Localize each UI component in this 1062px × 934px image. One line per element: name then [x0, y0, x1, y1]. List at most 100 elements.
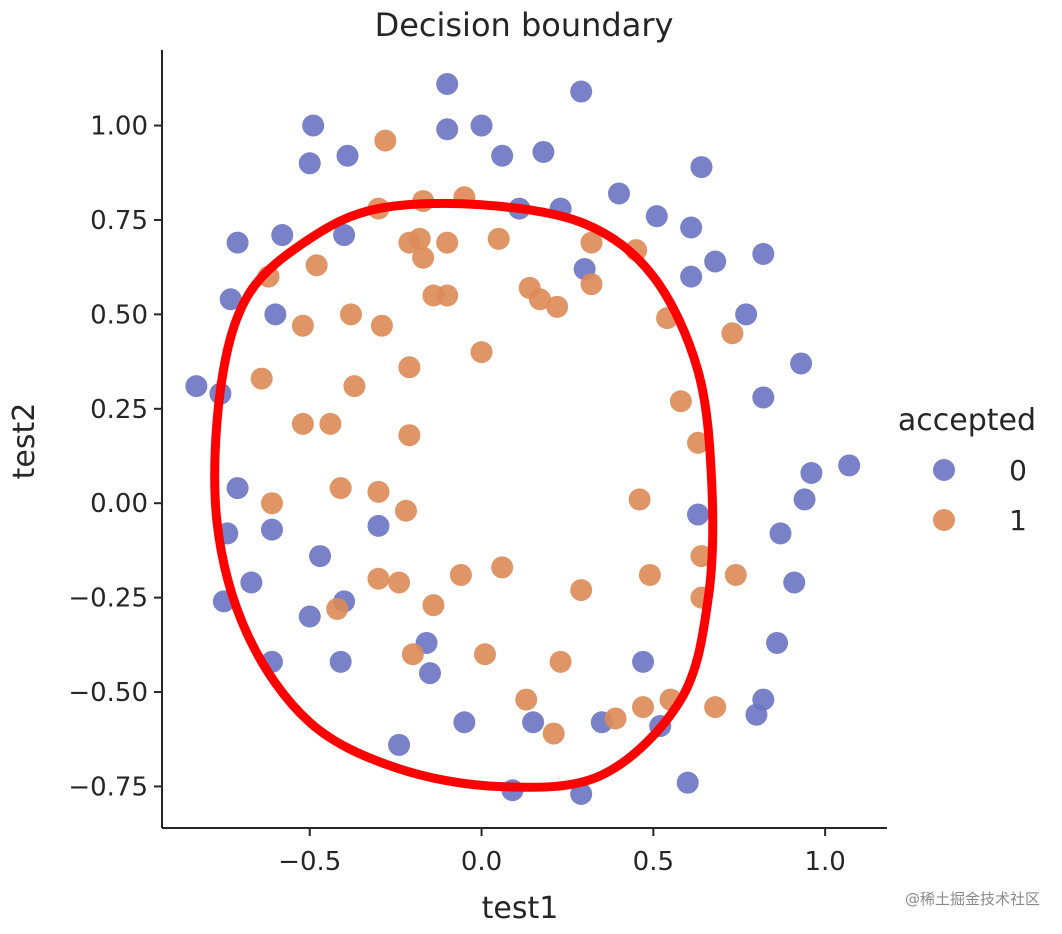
scatter-point-class-0 [333, 224, 356, 247]
scatter-point-class-1 [669, 390, 692, 413]
scatter-point-class-0 [298, 605, 321, 628]
scatter-point-class-0 [838, 454, 861, 477]
scatter-point-class-0 [260, 518, 283, 541]
scatter-point-class-1 [398, 356, 421, 379]
scatter-point-class-0 [632, 650, 655, 673]
scatter-point-class-1 [604, 707, 627, 730]
scatter-point-class-0 [645, 205, 668, 228]
scatter-point-class-0 [790, 352, 813, 375]
scatter-point-class-0 [491, 144, 514, 167]
x-tick-label: 0.0 [461, 847, 502, 877]
scatter-point-class-0 [704, 250, 727, 273]
scatter-point-class-1 [291, 314, 314, 337]
scatter-point-class-1 [367, 480, 390, 503]
scatter-point-class-0 [680, 265, 703, 288]
y-tick-label: 1.00 [90, 112, 148, 142]
scatter-point-class-1 [580, 231, 603, 254]
scatter-point-class-0 [264, 303, 287, 326]
scatter-point-class-1 [412, 246, 435, 269]
legend-title: accepted [898, 403, 1036, 438]
scatter-point-class-1 [260, 492, 283, 515]
scatter-point-class-0 [676, 771, 699, 794]
scatter-point-class-0 [367, 514, 390, 537]
scatter-point-class-1 [436, 284, 459, 307]
scatter-point-class-1 [638, 563, 661, 586]
scatter-point-class-1 [250, 367, 273, 390]
scatter-point-class-1 [449, 563, 472, 586]
x-tick-label: 1.0 [804, 847, 845, 877]
legend-label-0: 0 [1009, 454, 1027, 487]
scatter-point-class-1 [436, 231, 459, 254]
scatter-point-class-1 [546, 295, 569, 318]
scatter-point-class-0 [185, 375, 208, 398]
legend-marker-0 [933, 459, 955, 481]
scatter-point-class-0 [752, 386, 775, 409]
scatter-point-class-0 [752, 242, 775, 265]
scatter-point-class-1 [394, 499, 417, 522]
scatter-point-class-1 [343, 375, 366, 398]
scatter-point-class-1 [724, 563, 747, 586]
scatter-point-class-0 [532, 140, 555, 163]
scatter-point-class-0 [226, 231, 249, 254]
scatter-point-class-1 [408, 227, 431, 250]
y-axis-title: test2 [7, 403, 42, 480]
scatter-point-class-0 [570, 783, 593, 806]
y-tick-label: 0.50 [90, 300, 148, 330]
scatter-point-class-0 [607, 182, 630, 205]
scatter-point-class-0 [570, 80, 593, 103]
x-tick-label: 0.5 [633, 847, 674, 877]
scatter-point-class-0 [735, 303, 758, 326]
legend-items: 01 [933, 454, 1027, 537]
scatter-point-class-0 [336, 144, 359, 167]
scatter-point-class-1 [388, 571, 411, 594]
scatter-point-class-1 [542, 722, 565, 745]
scatter-point-class-1 [326, 597, 349, 620]
scatter-point-class-1 [470, 341, 493, 364]
scatter-point-class-1 [401, 643, 424, 666]
scatter-point-class-0 [419, 662, 442, 685]
scatter-point-class-0 [240, 571, 263, 594]
y-tick-label: −0.25 [68, 584, 148, 614]
scatter-point-class-1 [319, 412, 342, 435]
scatter-point-class-0 [226, 477, 249, 500]
scatter-point-class-0 [388, 733, 411, 756]
legend-label-1: 1 [1009, 504, 1027, 537]
scatter-point-class-0 [219, 288, 242, 311]
scatter-point-class-1 [374, 129, 397, 152]
legend: accepted 01 [898, 403, 1036, 537]
scatter-point-class-0 [769, 522, 792, 545]
scatter-point-class-0 [680, 216, 703, 239]
y-tick-label: 0.75 [90, 206, 148, 236]
scatter-point-class-0 [453, 711, 476, 734]
scatter-point-class-1 [704, 696, 727, 719]
scatter-point-class-0 [687, 503, 710, 526]
scatter-point-class-0 [470, 114, 493, 137]
y-tick-label: −0.50 [68, 678, 148, 708]
scatter-point-class-0 [302, 114, 325, 137]
scatter-point-class-1 [329, 477, 352, 500]
y-tick-label: 0.00 [90, 489, 148, 519]
scatter-point-class-0 [309, 545, 332, 568]
scatter-point-class-0 [800, 461, 823, 484]
scatter-point-class-0 [329, 650, 352, 673]
scatter-point-class-1 [515, 688, 538, 711]
scatter-point-class-0 [436, 72, 459, 95]
scatter-point-class-1 [291, 412, 314, 435]
scatter-point-class-1 [370, 314, 393, 337]
scatter-point-class-1 [339, 303, 362, 326]
scatter-point-class-0 [522, 711, 545, 734]
scatter-point-class-1 [632, 696, 655, 719]
scatter-points [185, 72, 861, 806]
scatter-point-class-0 [793, 488, 816, 511]
y-tick-label: −0.75 [68, 772, 148, 802]
legend-marker-1 [933, 509, 955, 531]
decision-boundary-curve [210, 198, 718, 792]
scatter-point-class-1 [398, 424, 421, 447]
y-axis-ticks: −0.75 −0.50 −0.25 0.00 0.25 0.50 0.75 1.00 [68, 112, 162, 802]
scatter-point-class-0 [745, 703, 768, 726]
scatter-point-class-0 [436, 118, 459, 141]
y-tick-label: 0.25 [90, 395, 148, 425]
scatter-point-class-1 [367, 567, 390, 590]
x-axis-ticks: −0.5 0.0 0.5 1.0 [278, 828, 846, 877]
